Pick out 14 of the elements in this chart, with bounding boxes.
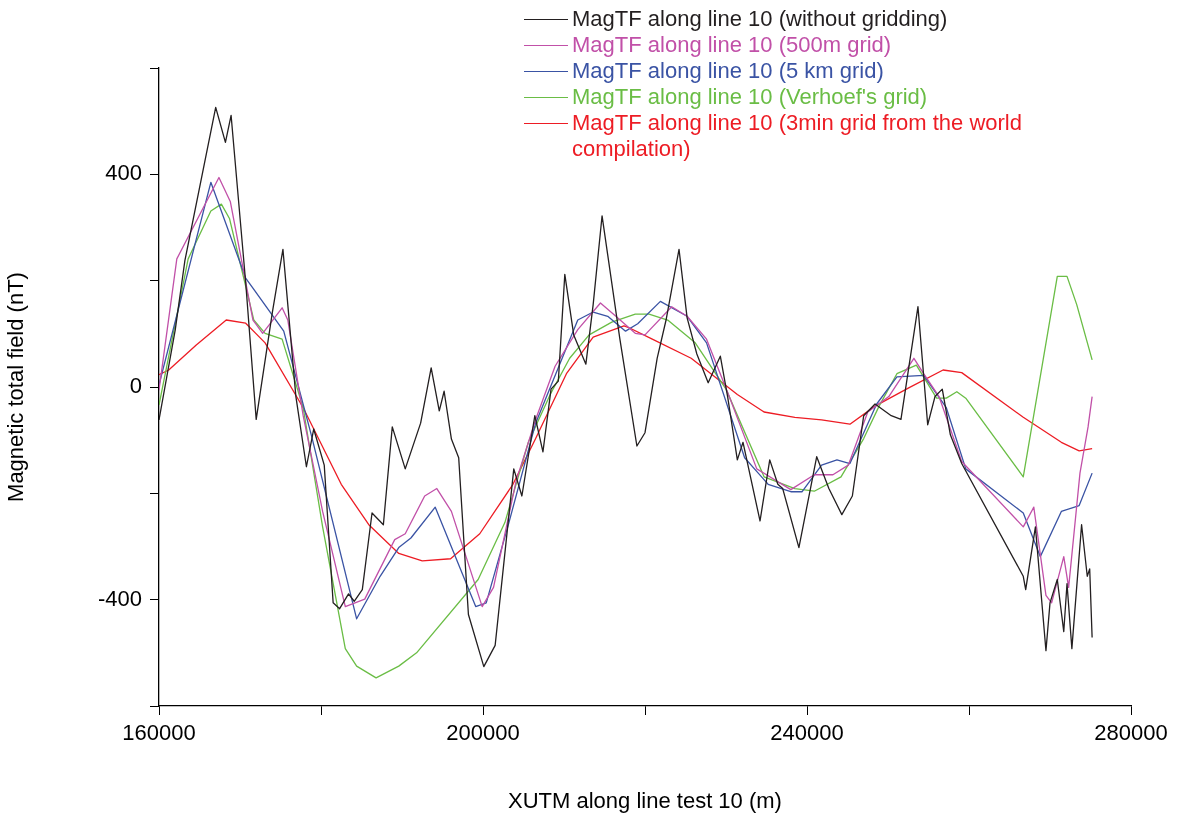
legend-label: MagTF along line 10 (5 km grid) [572, 58, 884, 84]
x-tick-label: 240000 [770, 720, 844, 746]
y-tick-label: 400 [105, 160, 142, 186]
x-tick-label: 280000 [1094, 720, 1168, 746]
x-tick-label: 200000 [446, 720, 520, 746]
legend-label: MagTF along line 10 (without gridding) [572, 6, 948, 32]
y-tick-label: -400 [97, 585, 142, 611]
legend-label: MagTF along line 10 (3min grid from the world compilation) [572, 110, 1023, 162]
y-axis-title: Magnetic total field (nT) [3, 272, 29, 502]
legend-label: MagTF along line 10 (Verhoef's grid) [572, 84, 928, 110]
legend-label: MagTF along line 10 (500m grid) [572, 32, 892, 58]
x-tick-label: 160000 [122, 720, 196, 746]
y-tick-label: 0 [129, 373, 142, 399]
x-axis-title: XUTM along line test 10 (m) [508, 787, 782, 813]
